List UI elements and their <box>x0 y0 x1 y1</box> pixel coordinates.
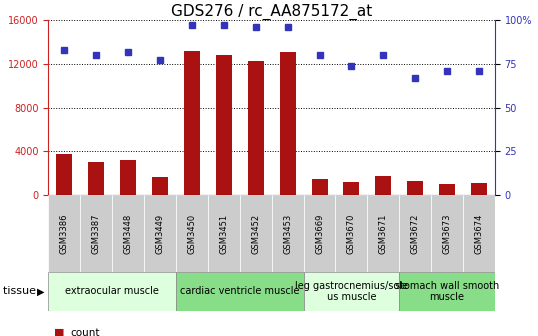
Bar <box>407 181 423 195</box>
Text: GSM3451: GSM3451 <box>220 213 228 254</box>
Bar <box>80 195 112 272</box>
Bar <box>471 183 487 195</box>
Text: GSM3453: GSM3453 <box>283 213 292 254</box>
Text: GSM3671: GSM3671 <box>379 213 388 254</box>
Text: GSM3448: GSM3448 <box>124 213 133 254</box>
Text: stomach wall smooth
muscle: stomach wall smooth muscle <box>395 281 499 302</box>
Text: extraocular muscle: extraocular muscle <box>65 287 159 296</box>
Text: cardiac ventricle muscle: cardiac ventricle muscle <box>180 287 300 296</box>
Bar <box>240 195 272 272</box>
Bar <box>463 195 495 272</box>
Text: GSM3670: GSM3670 <box>347 213 356 254</box>
Bar <box>48 272 176 311</box>
Text: GSM3452: GSM3452 <box>251 213 260 254</box>
Bar <box>312 178 328 195</box>
Text: leg gastrocnemius/sole
us muscle: leg gastrocnemius/sole us muscle <box>295 281 408 302</box>
Text: GSM3672: GSM3672 <box>410 213 420 254</box>
Bar <box>248 60 264 195</box>
Bar <box>216 55 232 195</box>
Bar <box>399 272 495 311</box>
Text: count: count <box>70 328 100 336</box>
Text: GSM3450: GSM3450 <box>187 213 196 254</box>
Text: GSM3669: GSM3669 <box>315 213 324 254</box>
Title: GDS276 / rc_AA875172_at: GDS276 / rc_AA875172_at <box>171 4 372 20</box>
Bar <box>367 195 399 272</box>
Bar <box>176 272 303 311</box>
Text: GSM3386: GSM3386 <box>60 213 69 254</box>
Text: ■: ■ <box>54 328 65 336</box>
Bar <box>48 195 80 272</box>
Bar <box>431 195 463 272</box>
Bar <box>208 195 240 272</box>
Bar <box>176 195 208 272</box>
Bar <box>343 182 359 195</box>
Bar <box>120 160 136 195</box>
Text: tissue: tissue <box>3 287 39 296</box>
Bar <box>272 195 303 272</box>
Bar <box>399 195 431 272</box>
Bar <box>280 52 295 195</box>
Bar <box>88 162 104 195</box>
Bar <box>303 195 336 272</box>
Text: GSM3449: GSM3449 <box>155 213 165 254</box>
Text: GSM3387: GSM3387 <box>92 213 101 254</box>
Bar <box>184 51 200 195</box>
Bar <box>439 184 455 195</box>
Bar <box>144 195 176 272</box>
Bar <box>336 195 367 272</box>
Bar <box>376 176 391 195</box>
Bar <box>112 195 144 272</box>
Text: GSM3673: GSM3673 <box>443 213 451 254</box>
Bar <box>56 155 72 195</box>
Bar <box>303 272 399 311</box>
Text: ▶: ▶ <box>37 287 44 296</box>
Text: GSM3674: GSM3674 <box>475 213 484 254</box>
Bar <box>152 177 168 195</box>
